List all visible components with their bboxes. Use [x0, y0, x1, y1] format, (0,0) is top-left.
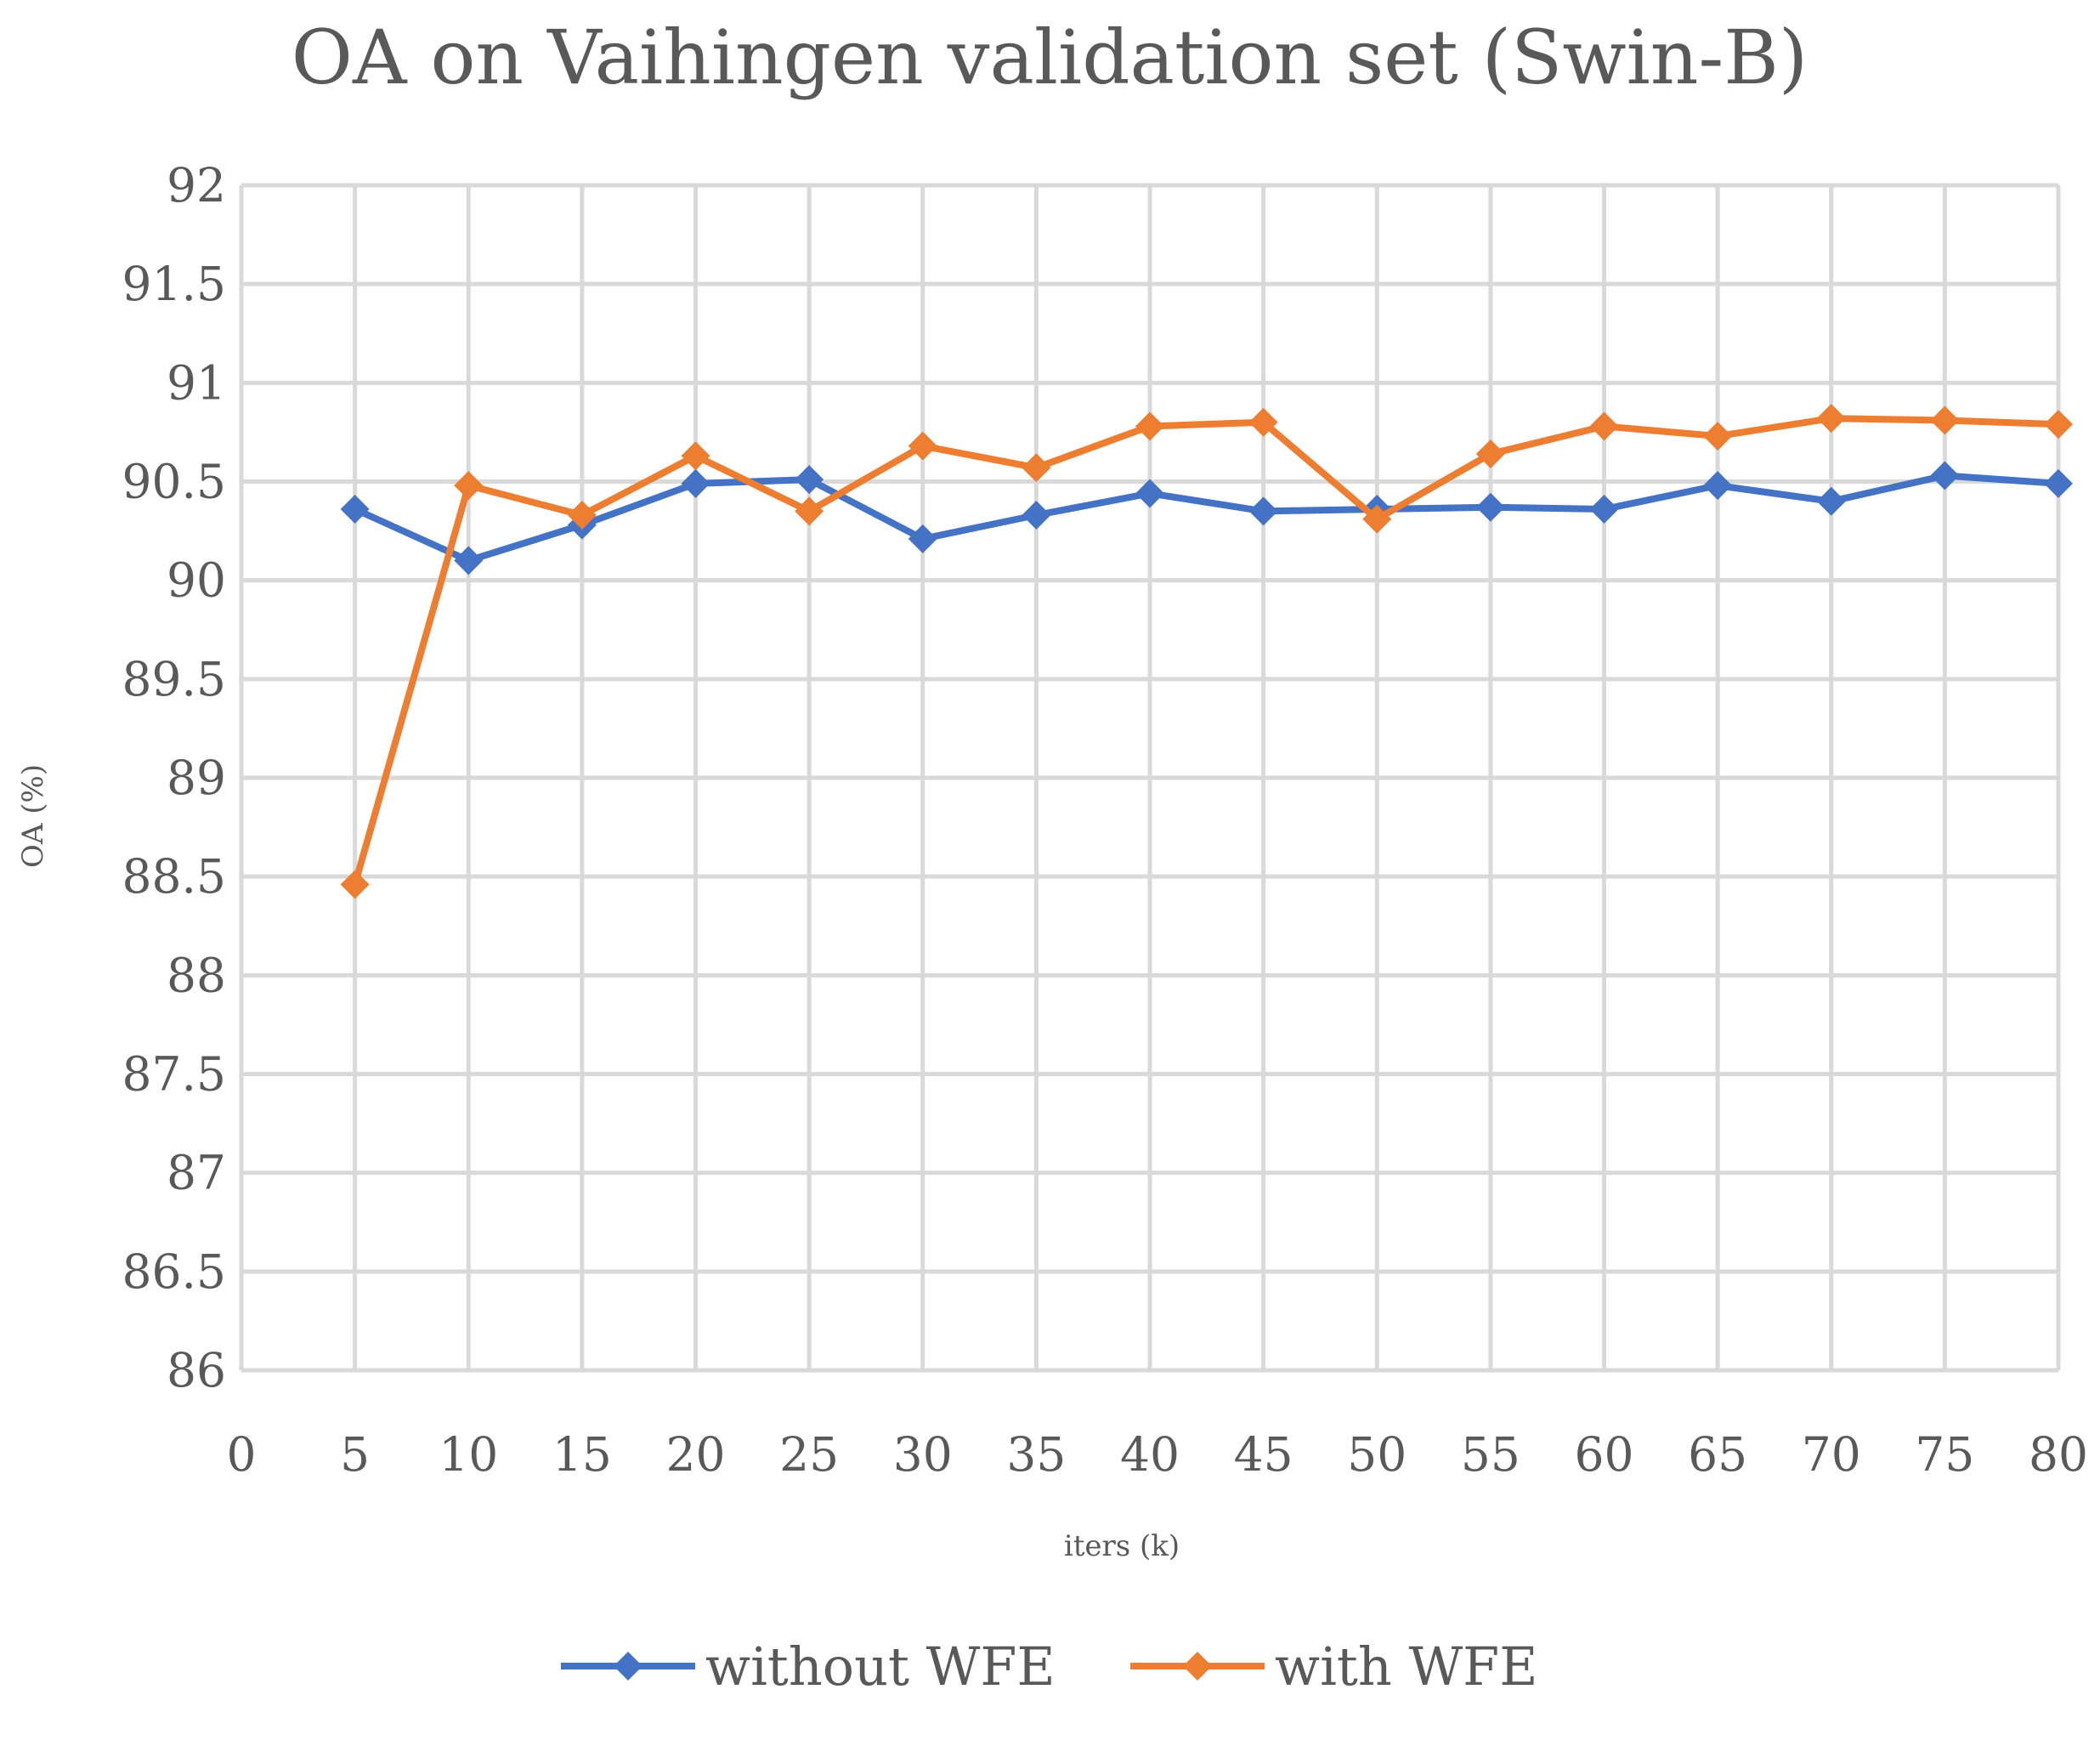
- data-point: [1475, 439, 1505, 468]
- y-tick-label: 88.5: [122, 849, 226, 904]
- data-point: [1022, 453, 1051, 483]
- x-axis-ticks: 0 5 10 15 20 25 30 35 40 45 50 55 60 65 70 75 80: [227, 1427, 2089, 1482]
- x-tick-label: 10: [439, 1427, 498, 1482]
- x-tick-label: 30: [893, 1427, 953, 1482]
- y-tick-label: 88: [167, 948, 226, 1002]
- data-point: [908, 524, 937, 553]
- data-point: [1248, 496, 1278, 526]
- x-tick-label: 15: [552, 1427, 612, 1482]
- y-axis-label: OA (%): [16, 764, 50, 868]
- y-tick-label: 89.5: [122, 652, 226, 706]
- x-tick-label: 80: [2029, 1427, 2088, 1482]
- x-tick-label: 70: [1802, 1427, 1861, 1482]
- data-point: [1248, 407, 1278, 437]
- x-tick-label: 55: [1461, 1427, 1520, 1482]
- data-point: [1475, 492, 1505, 522]
- series-line: [351, 415, 2059, 886]
- legend: without WFE with WFE: [561, 1635, 1537, 1698]
- legend-item: with WFE: [1130, 1635, 1537, 1698]
- x-tick-label: 50: [1347, 1427, 1407, 1482]
- data-point: [1135, 479, 1164, 508]
- data-point: [2044, 468, 2073, 498]
- data-point: [681, 441, 710, 471]
- data-point: [340, 495, 370, 524]
- y-tick-label: 91: [167, 355, 226, 410]
- y-tick-label: 87.5: [122, 1047, 226, 1102]
- y-tick-label: 92: [167, 158, 226, 213]
- y-axis-ticks: 86 86.5 87 87.5 88 88.5 89 89.5 90 90.5 91 91.5 92: [122, 158, 226, 1397]
- x-axis-label: iters (k): [1064, 1529, 1180, 1563]
- y-tick-label: 86.5: [122, 1244, 226, 1299]
- data-point: [567, 500, 597, 530]
- data-point: [681, 468, 710, 498]
- data-point: [795, 496, 824, 526]
- series-with-wfe: [340, 404, 2073, 899]
- grid: [239, 183, 2061, 1373]
- x-tick-label: 25: [779, 1427, 839, 1482]
- data-point: [1135, 411, 1164, 441]
- data-point: [908, 431, 937, 461]
- legend-marker: [614, 1652, 642, 1681]
- x-tick-label: 5: [340, 1427, 370, 1482]
- data-point: [454, 546, 484, 575]
- y-tick-label: 90.5: [122, 455, 226, 509]
- legend-marker: [1183, 1652, 1212, 1681]
- legend-item: without WFE: [561, 1635, 1056, 1698]
- x-tick-label: 20: [666, 1427, 726, 1482]
- data-point: [1930, 461, 1960, 490]
- series: [340, 404, 2073, 899]
- data-point: [1022, 500, 1051, 530]
- data-point: [340, 870, 370, 899]
- series-without-wfe: [340, 461, 2073, 575]
- data-point: [1589, 495, 1619, 524]
- x-tick-label: 35: [1006, 1427, 1066, 1482]
- data-point: [1362, 504, 1392, 534]
- data-point: [1930, 405, 1960, 435]
- x-tick-label: 60: [1575, 1427, 1634, 1482]
- data-point: [1816, 404, 1846, 434]
- y-tick-label: 90: [167, 553, 226, 608]
- data-point: [1703, 471, 1733, 501]
- legend-label: without WFE: [705, 1635, 1056, 1698]
- data-point: [2044, 410, 2073, 439]
- x-tick-label: 75: [1915, 1427, 1974, 1482]
- x-tick-label: 40: [1120, 1427, 1180, 1482]
- x-tick-label: 0: [227, 1427, 257, 1482]
- y-tick-label: 86: [167, 1343, 226, 1397]
- x-tick-label: 65: [1688, 1427, 1747, 1482]
- chart-title: OA on Vaihingen validation set (Swin-B): [292, 14, 1808, 101]
- data-point: [1589, 411, 1619, 441]
- data-point: [1703, 422, 1733, 451]
- x-tick-label: 45: [1234, 1427, 1293, 1482]
- series-line: [353, 472, 2059, 564]
- data-point: [795, 465, 824, 495]
- y-tick-label: 91.5: [122, 257, 226, 311]
- y-tick-label: 89: [167, 751, 226, 805]
- legend-label: with WFE: [1275, 1635, 1537, 1698]
- data-point: [454, 471, 484, 501]
- data-point: [1816, 486, 1846, 516]
- y-tick-label: 87: [167, 1146, 226, 1200]
